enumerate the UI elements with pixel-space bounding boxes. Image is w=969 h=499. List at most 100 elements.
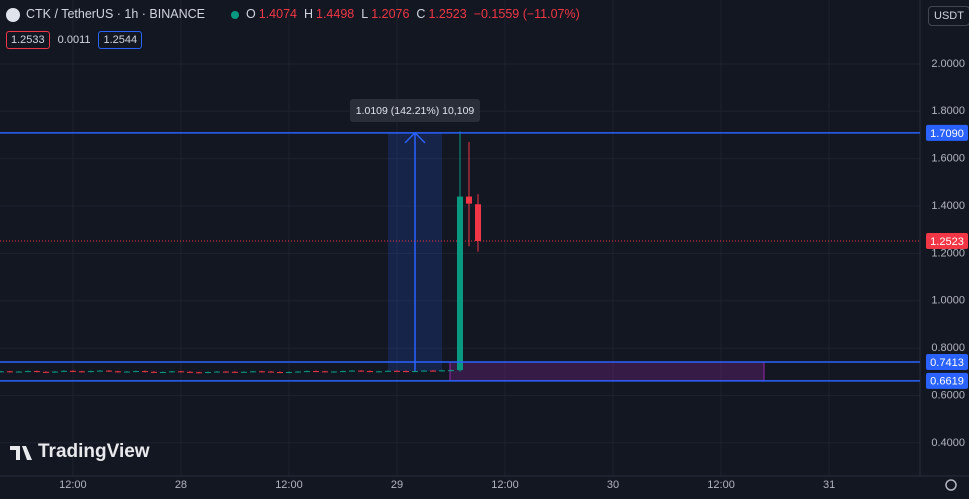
candle-body xyxy=(339,371,346,373)
market-status xyxy=(231,11,239,19)
price-axis-bg xyxy=(920,0,969,499)
candle-body xyxy=(348,370,355,372)
y-tick-label: 2.0000 xyxy=(931,58,965,70)
candle-body xyxy=(466,196,473,204)
price-label-bg xyxy=(926,372,968,389)
candle-body xyxy=(105,370,112,372)
candle-body xyxy=(123,371,130,373)
candle-body xyxy=(204,372,211,374)
ohlc-label: L xyxy=(361,7,369,21)
candle-body xyxy=(15,371,22,373)
ohlc-label: C xyxy=(416,7,426,21)
candle-body xyxy=(150,371,157,373)
candle-body xyxy=(33,371,40,373)
price-label: 1.7090 xyxy=(930,128,964,140)
y-tick-label: 1.0000 xyxy=(931,295,965,307)
candle-body xyxy=(114,371,121,373)
candle-body xyxy=(438,370,445,372)
y-tick-label: 1.8000 xyxy=(931,105,965,117)
candle-body xyxy=(366,371,373,373)
measure-tooltip-bg xyxy=(350,99,480,122)
candle-body xyxy=(285,372,292,374)
last-price-label: 1.2523 xyxy=(930,236,964,248)
candle-body xyxy=(141,371,148,373)
candle-body xyxy=(42,371,49,373)
price-label-bg xyxy=(926,354,968,371)
y-tick-label: 1.2000 xyxy=(931,247,965,259)
y-tick-label: 1.6000 xyxy=(931,153,965,165)
candle-body xyxy=(186,371,193,373)
x-tick-label: 12:00 xyxy=(491,479,519,491)
candle-body xyxy=(159,372,166,374)
candle-body xyxy=(303,371,310,373)
order-panel: 1.2533 0.0011 1.2544 xyxy=(6,31,143,49)
x-tick-label: 28 xyxy=(175,479,187,491)
candle-body xyxy=(276,372,283,374)
change: −0.1559 (−11.07%) xyxy=(473,7,580,21)
y-tick-label: 0.6000 xyxy=(931,389,965,401)
candle-body xyxy=(258,371,265,373)
candle-body xyxy=(357,370,364,372)
candle-body xyxy=(51,371,58,373)
y-tick-label: 1.4000 xyxy=(931,200,965,212)
candle-body xyxy=(195,372,202,374)
candle-body xyxy=(222,371,229,373)
ohlc-label: H xyxy=(303,7,313,21)
candle-body xyxy=(24,371,31,373)
settings-icon[interactable] xyxy=(945,479,957,491)
candle-body xyxy=(384,370,391,372)
sell-button[interactable]: 1.2533 xyxy=(6,31,50,49)
symbol-icon[interactable] xyxy=(6,8,20,22)
buy-button[interactable]: 1.2544 xyxy=(98,31,143,49)
x-tick-label: 12:00 xyxy=(59,479,87,491)
x-tick-label: 29 xyxy=(391,479,403,491)
candle-body xyxy=(168,371,175,373)
candle-body xyxy=(429,370,436,372)
candle-body xyxy=(132,371,139,373)
candle-body xyxy=(420,370,427,372)
symbol[interactable]: CTK / TetherUS · 1h · BINANCE xyxy=(26,7,205,21)
measure-tooltip: 1.0109 (142.21%) 10,109 xyxy=(356,105,475,117)
candle-body xyxy=(294,371,301,373)
candle-body xyxy=(475,204,482,242)
price-label-bg xyxy=(926,124,968,141)
candle-body xyxy=(321,371,328,373)
candle-body xyxy=(393,370,400,372)
candle-body xyxy=(312,371,319,373)
currency-select[interactable]: USDT xyxy=(928,6,969,26)
candle-body xyxy=(96,370,103,372)
spread: 0.0011 xyxy=(57,34,91,46)
candle-body xyxy=(78,371,85,373)
candle-body xyxy=(6,371,13,373)
candle-body xyxy=(213,371,220,373)
candle-body xyxy=(240,371,247,373)
brand-logo xyxy=(10,446,32,460)
ohlc-value: 1.4074 xyxy=(258,7,297,21)
candle-body xyxy=(249,371,256,373)
price-label: 0.6619 xyxy=(930,376,964,388)
y-tick-label: 0.8000 xyxy=(931,342,965,354)
candle-body xyxy=(87,371,94,373)
candle-body xyxy=(231,371,238,373)
x-tick-label: 12:00 xyxy=(275,479,303,491)
candle-body xyxy=(60,370,67,372)
candle-body xyxy=(0,371,4,373)
ohlc-value: 1.4498 xyxy=(316,7,355,21)
candle-body xyxy=(457,196,463,371)
candle-body xyxy=(330,371,337,373)
brand: TradingView xyxy=(38,441,150,462)
x-tick-label: 31 xyxy=(823,479,835,491)
price-label-bg xyxy=(926,233,968,250)
candle-body xyxy=(69,370,76,372)
price-label: 0.7413 xyxy=(930,357,964,369)
ohlc-label: O xyxy=(246,7,256,21)
x-tick-label: 12:00 xyxy=(707,479,735,491)
ohlc-value: 1.2523 xyxy=(428,7,467,21)
candle-body xyxy=(267,371,274,373)
candle-body xyxy=(402,371,409,373)
candle-body xyxy=(177,371,184,373)
ohlc-value: 1.2076 xyxy=(371,7,410,21)
